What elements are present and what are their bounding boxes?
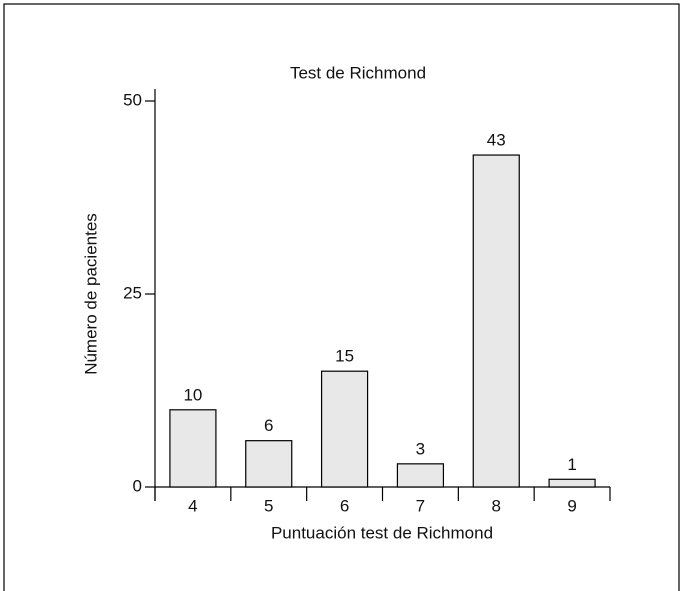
value-label: 43 bbox=[487, 131, 506, 150]
bar bbox=[245, 440, 293, 488]
value-label: 15 bbox=[335, 347, 354, 366]
bar bbox=[472, 154, 520, 488]
x-axis-label: Puntuación test de Richmond bbox=[271, 523, 493, 542]
value-label: 1 bbox=[567, 455, 576, 474]
bar bbox=[548, 478, 596, 488]
x-tick-label: 5 bbox=[264, 496, 273, 515]
y-axis-label: Número de pacientes bbox=[81, 213, 100, 375]
bar bbox=[169, 409, 217, 488]
x-tick-label: 4 bbox=[188, 496, 197, 515]
frame bbox=[3, 3, 680, 591]
x-tick-label: 7 bbox=[416, 496, 425, 515]
x-tick-label: 8 bbox=[492, 496, 501, 515]
x-tick-label: 6 bbox=[340, 496, 349, 515]
x-tick-label: 9 bbox=[567, 496, 576, 515]
value-label: 3 bbox=[416, 439, 425, 458]
y-tick-label: 50 bbox=[123, 90, 142, 109]
bar bbox=[396, 463, 445, 488]
y-tick-label: 0 bbox=[133, 476, 142, 495]
chart-title: Test de Richmond bbox=[290, 63, 426, 82]
y-tick-label: 25 bbox=[123, 283, 142, 302]
value-label: 10 bbox=[183, 385, 202, 404]
value-label: 6 bbox=[264, 416, 273, 435]
bar bbox=[320, 370, 369, 488]
